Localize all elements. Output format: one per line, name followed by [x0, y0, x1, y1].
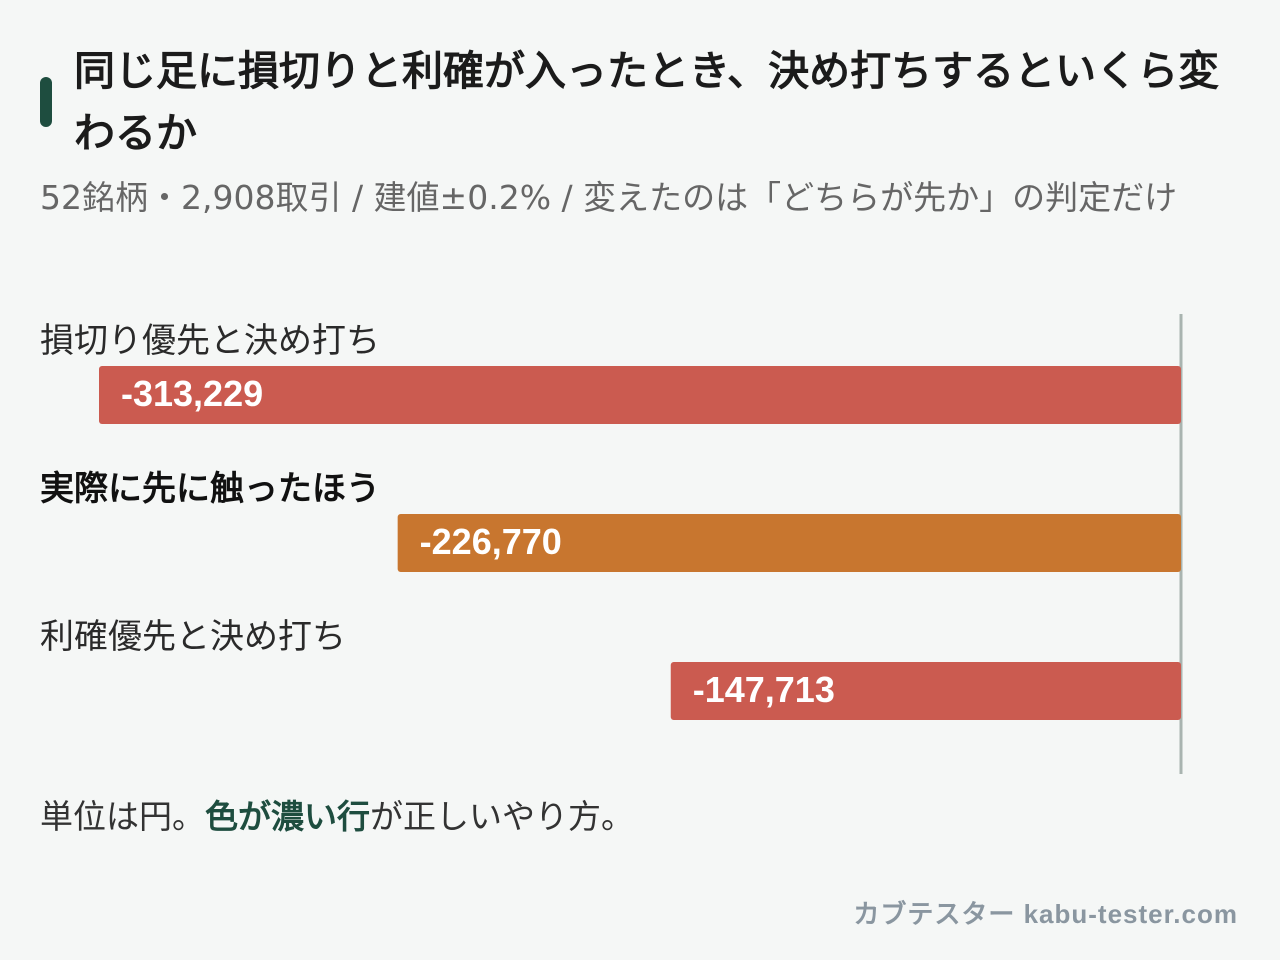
- category-label: 損切り優先と決め打ち: [40, 321, 380, 361]
- footer-brand: カブテスター kabu-tester.com: [853, 899, 1238, 929]
- bar: [670, 662, 1181, 720]
- category-label: 実際に先に触ったほう: [40, 469, 380, 509]
- bar: [397, 514, 1181, 572]
- note-suffix-text: が正しいやり方。: [370, 797, 634, 836]
- bar-value-label: -147,713: [693, 669, 835, 710]
- note-highlight-text: 色が濃い行: [205, 797, 370, 836]
- bar: [99, 366, 1181, 424]
- bar-value-label: -226,770: [420, 521, 562, 562]
- category-label: 利確優先と決め打ち: [40, 617, 346, 657]
- page-title: 同じ足に損切りと利確が入ったとき、決め打ちするといくら変わるか: [74, 47, 1220, 157]
- note-unit-text: 単位は円。: [40, 797, 205, 836]
- page-subtitle: 52銘柄・2,908取引 / 建値±0.2% / 変えたのは「どちらが先か」の判…: [40, 178, 1178, 217]
- title-accent-bar: [40, 77, 52, 127]
- bar-chart: 損切り優先と決め打ち -313,229 実際に先に触ったほう -226,770 利確優先…: [40, 314, 1183, 774]
- bar-value-label: -313,229: [121, 373, 263, 414]
- chart-note: 単位は円。色が濃い行が正しいやり方。: [40, 792, 1230, 842]
